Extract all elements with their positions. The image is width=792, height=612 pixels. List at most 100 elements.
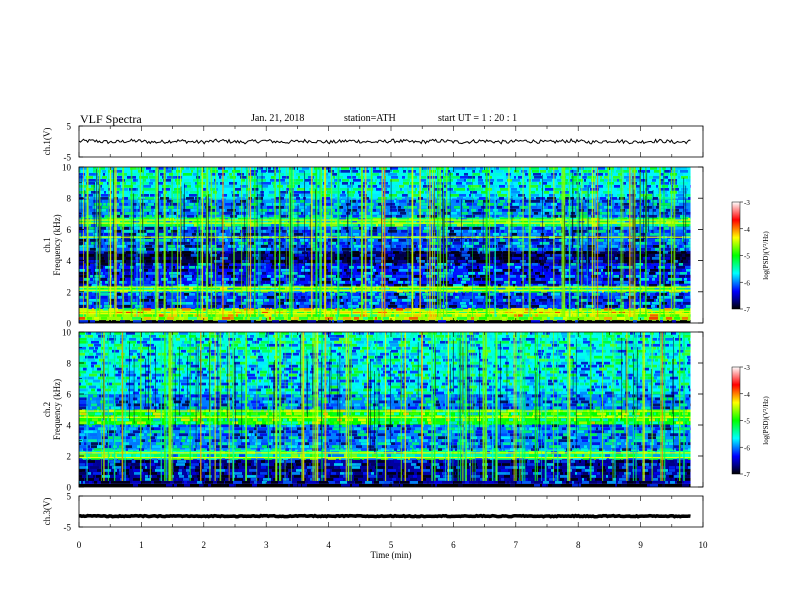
ch1-spectrogram-cell	[293, 242, 297, 245]
ch2-spectrogram-cell	[209, 332, 214, 335]
ch2-spectrogram-cell	[310, 352, 313, 356]
ch1-spectrogram-cell	[201, 317, 208, 320]
ch2-spectrogram-cell	[552, 343, 559, 347]
ch1-spectrogram-cell	[325, 296, 333, 299]
recording-date: Jan. 21, 2018	[251, 113, 305, 124]
ch1-spectrogram-cell	[94, 317, 99, 320]
ch1-spectrogram-cell	[322, 167, 331, 170]
ch1-spectrogram-cell	[332, 233, 341, 236]
ch1-spectrogram-cell	[344, 266, 349, 269]
ch1-spectrogram-cell	[600, 221, 607, 224]
ch1-spectrogram-cell	[212, 281, 221, 284]
ch1-spectrogram-cell	[146, 206, 151, 209]
ch1-spectrogram-cell	[398, 272, 401, 275]
ch1-spectrogram-cell	[456, 191, 460, 194]
ch1-spectrogram-cell	[165, 305, 170, 308]
ch1-spectrogram-cell	[316, 281, 322, 284]
ch1-spectrogram-cell	[294, 317, 299, 320]
ch1-spectrogram-cell	[603, 182, 606, 185]
ch1-spectrogram-cell	[221, 290, 230, 293]
ch1-spectrogram-cell	[163, 257, 169, 260]
ch2-spectrogram-cell	[136, 343, 142, 347]
ch1-spectrogram-cell	[471, 254, 479, 257]
ch1-spectrogram-cell	[305, 242, 308, 245]
ch1-spectrogram-cell	[512, 281, 516, 284]
ch1-spectrogram-cell	[317, 269, 320, 272]
ch1-spectrogram-cell	[375, 251, 380, 254]
ch1-spectrogram-cell	[677, 173, 683, 176]
ch2-spectrogram-cell	[104, 346, 109, 350]
ch2-spectrogram-cell	[411, 332, 417, 335]
ch1-spectrogram-cell	[681, 284, 687, 287]
ch1-spectrogram-cell	[195, 314, 203, 317]
ch2-spectrogram-cell	[558, 358, 560, 362]
ch1-spectrogram-cell	[418, 191, 424, 194]
ch1-spectrogram-cell	[375, 296, 383, 299]
ch2-spectrogram-cell	[476, 343, 480, 347]
ch2-spectrogram-cell	[290, 334, 292, 338]
ch1-spectrogram-cell	[186, 191, 188, 194]
ch1-spectrogram-cell	[638, 287, 640, 290]
ch1-spectrogram-cell	[143, 188, 149, 191]
ch1-spectrogram-cell	[309, 188, 317, 191]
ch1-spectrogram-cell	[268, 254, 273, 257]
ch1-spectrogram-cell	[221, 254, 229, 257]
ch1-spectrogram-cell	[478, 176, 482, 179]
ch1-spectrogram-cell	[90, 209, 96, 212]
ch2-spectrogram-cell	[389, 340, 398, 344]
ch1-spectrogram-cell	[569, 260, 573, 263]
ch1-spectrogram-cell	[508, 239, 513, 242]
ch1-spectrogram-cell	[584, 275, 587, 278]
ch1-spectrogram-cell	[610, 248, 618, 251]
ch1-spectrogram-cell	[173, 266, 175, 269]
ch1-spectrogram-cell	[187, 239, 189, 242]
ch1-spectrogram-cell	[565, 314, 572, 317]
ch1-spectrogram-cell	[380, 314, 386, 317]
ch1-spectrogram-cell	[184, 224, 193, 227]
ch1-spectrogram-cell	[204, 239, 206, 242]
ch1-spectrogram-cell	[242, 302, 246, 305]
ch2-spectrogram-cell	[188, 352, 197, 356]
ch2-spectrogram-cell	[245, 337, 253, 341]
ch1-spectrogram-cell	[611, 170, 614, 173]
ch1-spectrogram-cell	[684, 299, 690, 302]
ch1-spectrogram-cell	[444, 185, 447, 188]
ch1-spectrogram-cell	[214, 194, 219, 197]
ch1-spectrogram-cell	[108, 287, 116, 290]
ch1-spectrogram-cell	[526, 278, 528, 281]
ch1-spectrogram-cell	[394, 200, 396, 203]
ch1-spectrogram-cell	[168, 245, 175, 248]
ch1-spectrogram-cell	[364, 173, 370, 176]
ch1-spectrogram-cell	[234, 290, 236, 293]
ch1-spectrogram-cell	[340, 185, 345, 188]
ch1-spectrogram-cell	[488, 248, 496, 251]
ch1-spectrogram-cell	[343, 251, 349, 254]
ch1-spectrogram-cell	[282, 278, 289, 281]
ch1-spectrogram-cell	[281, 269, 289, 272]
ch1-spectrogram-cell	[178, 230, 180, 233]
ch1-spectrogram-cell	[140, 182, 149, 185]
ch1-spectrogram-cell	[104, 191, 106, 194]
ch1-spectrogram-cell	[482, 290, 486, 293]
ch1-spectrogram-cell	[461, 251, 467, 254]
ch2-spectrogram-cell	[509, 349, 512, 353]
ch1-spectrogram-cell	[497, 302, 505, 305]
ch1-spectrogram-cell	[647, 296, 650, 299]
ch1-spectrogram-cell	[596, 314, 604, 317]
ch2-spectrogram-cell	[302, 349, 307, 353]
ch1-spectrogram-cell	[327, 308, 331, 311]
ch2-spectrogram-cell	[514, 355, 522, 359]
ch2-spectrogram-cell	[540, 337, 542, 341]
ch1-spectrogram-cell	[251, 218, 257, 221]
ch1-spectrogram-cell	[157, 254, 162, 257]
ch1-spectrogram-cell	[570, 281, 576, 284]
ch1-spectrogram-cell	[236, 314, 238, 317]
ch1-spectrogram-cell	[124, 182, 126, 185]
ch1-spectrogram-cell	[539, 260, 541, 263]
ch1-spectrogram-cell	[565, 302, 572, 305]
ch1-spectrogram-cell	[118, 296, 122, 299]
ch2-spectrogram-cell	[201, 346, 204, 350]
ch1-spectrogram-cell	[686, 269, 691, 272]
ch1-spectrogram-cell	[402, 242, 409, 245]
ch1-spectrogram-cell	[656, 260, 659, 263]
